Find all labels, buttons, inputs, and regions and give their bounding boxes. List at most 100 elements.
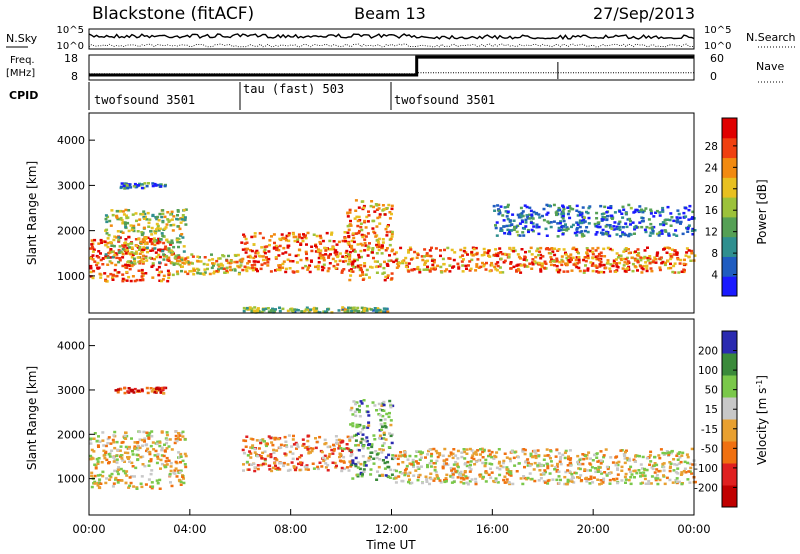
power-cell xyxy=(515,264,519,267)
power-cell xyxy=(418,271,422,274)
power-cell xyxy=(319,242,323,245)
power-cell xyxy=(158,241,162,244)
velocity-cell xyxy=(288,450,292,454)
velocity-cell xyxy=(460,455,464,459)
velocity-cell xyxy=(489,476,493,479)
velocity-cell xyxy=(382,459,385,462)
power-cell xyxy=(305,257,309,260)
velocity-cell xyxy=(569,461,573,465)
power-cell xyxy=(450,248,454,252)
power-cell xyxy=(530,267,534,270)
velocity-cell xyxy=(349,408,353,412)
power-cell xyxy=(103,272,107,275)
power-cell xyxy=(121,277,125,281)
velocity-cell xyxy=(525,459,529,463)
power-cell xyxy=(376,307,380,310)
power-cell xyxy=(173,256,177,260)
velocity-cell xyxy=(556,462,559,466)
power-cell xyxy=(90,243,94,246)
power-cell xyxy=(685,226,688,230)
velocity-cell xyxy=(427,449,430,453)
power-cell xyxy=(620,258,624,262)
velocity-cell xyxy=(361,433,365,436)
power-cell xyxy=(462,249,466,253)
velocity-cell xyxy=(391,457,395,461)
velocity-cell xyxy=(168,472,172,476)
power-cell xyxy=(375,271,379,274)
velocity-cell xyxy=(107,453,111,456)
velocity-cell xyxy=(90,485,94,489)
velocity-cell xyxy=(331,452,335,455)
power-cell xyxy=(563,228,567,231)
power-cell xyxy=(360,268,363,272)
velocity-cell xyxy=(305,446,309,449)
velocity-ytick-label: 3000 xyxy=(57,384,85,397)
velocity-cell xyxy=(572,481,576,484)
power-cell xyxy=(117,251,121,254)
power-cell xyxy=(501,252,505,256)
velocity-cell xyxy=(111,485,115,488)
velocity-cell xyxy=(555,465,559,468)
velocity-cell xyxy=(351,459,355,462)
power-cell xyxy=(229,259,233,263)
power-cell xyxy=(316,267,320,271)
power-cell xyxy=(499,251,503,254)
velocity-cell xyxy=(605,465,609,469)
power-cell xyxy=(138,218,142,221)
power-cell xyxy=(597,271,601,274)
velocity-cell xyxy=(335,441,338,445)
velocity-cell xyxy=(266,442,269,446)
power-cell xyxy=(193,269,196,272)
velocity-cell xyxy=(334,466,338,469)
velocity-cell xyxy=(149,459,153,463)
power-cell xyxy=(345,249,349,253)
velocity-cell xyxy=(116,470,119,473)
velocity-cell xyxy=(124,437,128,440)
power-cell xyxy=(397,264,401,268)
power-cell xyxy=(281,236,285,240)
velocity-cell xyxy=(546,479,550,483)
power-cell xyxy=(250,310,254,313)
velocity-cell xyxy=(449,451,453,454)
power-cell xyxy=(167,273,171,276)
power-cell xyxy=(624,233,628,237)
power-cell xyxy=(618,228,622,232)
power-cell xyxy=(132,185,136,188)
velocity-cell xyxy=(532,468,536,471)
power-cell xyxy=(208,272,212,276)
power-cell xyxy=(379,310,383,313)
power-cell xyxy=(562,248,566,251)
velocity-cell xyxy=(121,440,125,444)
power-cell xyxy=(241,268,245,272)
power-cell xyxy=(547,221,551,225)
power-cell xyxy=(346,262,350,266)
power-cell xyxy=(338,259,342,263)
power-cell xyxy=(378,265,382,268)
power-cell xyxy=(684,207,688,210)
power-cell xyxy=(607,206,610,209)
velocity-cell xyxy=(465,477,469,480)
power-cell xyxy=(669,212,673,215)
power-cell xyxy=(166,269,170,273)
power-cell xyxy=(626,267,629,270)
velocity-cell xyxy=(627,478,631,482)
velocity-cell xyxy=(130,437,133,440)
power-cell xyxy=(641,217,645,220)
power-cell xyxy=(503,232,507,235)
velocity-cell xyxy=(452,448,456,451)
velocity-cell xyxy=(113,446,117,450)
power-cell xyxy=(106,256,110,259)
power-cell xyxy=(177,245,180,249)
velocity-cell xyxy=(259,441,263,444)
power-cell xyxy=(147,225,151,228)
power-cell xyxy=(122,213,126,216)
velocity-cell xyxy=(368,443,371,446)
velocity-cell xyxy=(140,389,144,393)
power-cell xyxy=(516,267,520,271)
power-cell xyxy=(499,205,503,208)
velocity-cell xyxy=(408,471,412,475)
velocity-cell xyxy=(589,457,592,460)
power-cell xyxy=(284,270,288,274)
power-cell xyxy=(113,268,117,272)
velocity-cell xyxy=(96,474,100,477)
